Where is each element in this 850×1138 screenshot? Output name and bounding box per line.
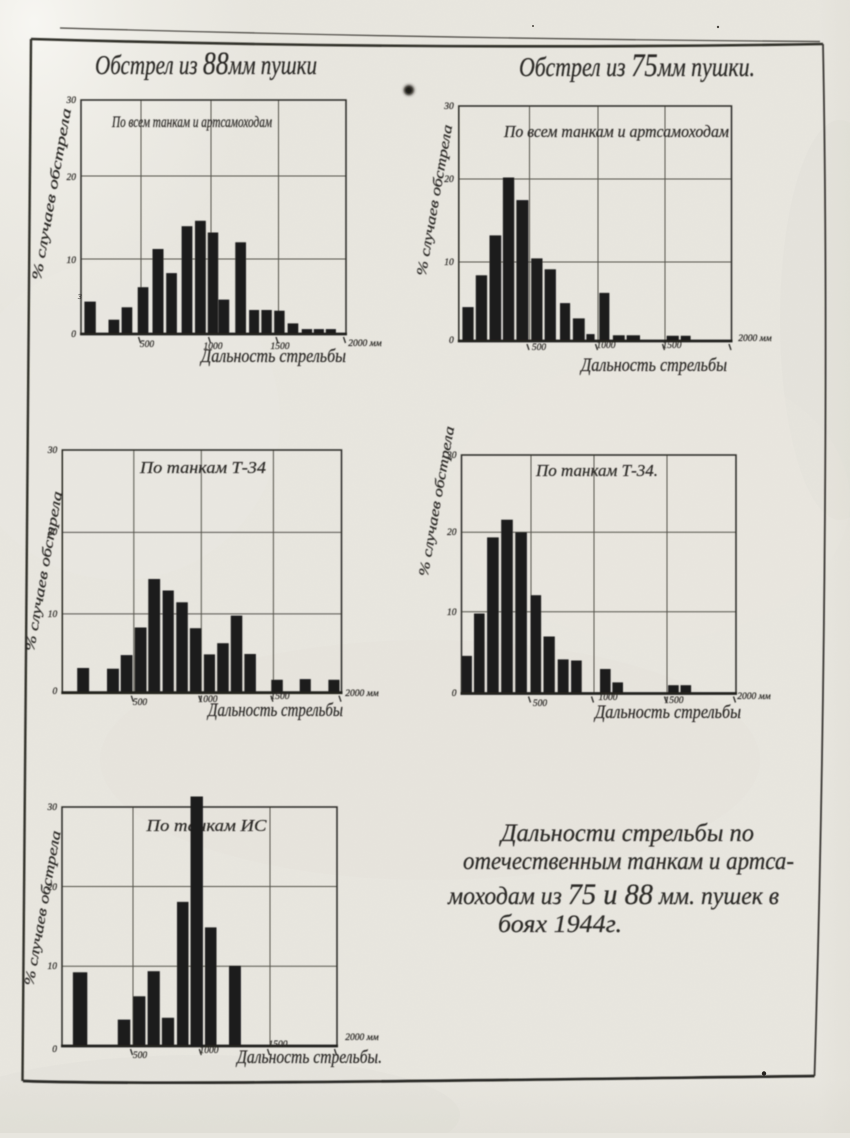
svg-text:20: 20 <box>67 173 77 183</box>
svg-text:1000: 1000 <box>204 342 223 352</box>
svg-text:10: 10 <box>444 258 454 268</box>
svg-text:1000: 1000 <box>597 341 616 351</box>
svg-text:0: 0 <box>452 689 457 699</box>
svg-text:0: 0 <box>449 336 454 346</box>
svg-text:1500: 1500 <box>663 341 682 351</box>
svg-text:500: 500 <box>533 699 548 709</box>
svg-text:Обстрел из 88мм пушки: Обстрел из 88мм пушки <box>95 46 317 82</box>
svg-text:30: 30 <box>443 102 454 112</box>
svg-text:500: 500 <box>133 1051 148 1061</box>
svg-text:отечественным танкам и артса-: отечественным танкам и артса- <box>463 848 794 875</box>
svg-text:20: 20 <box>444 175 454 185</box>
svg-text:Обстрел из 75мм пушки.: Обстрел из 75мм пушки. <box>519 48 755 84</box>
svg-text:2000 мм: 2000 мм <box>737 692 771 702</box>
svg-text:500: 500 <box>140 340 155 350</box>
svg-text:2000 мм: 2000 мм <box>348 339 382 349</box>
svg-text:1000: 1000 <box>599 693 618 703</box>
svg-text:Дальность стрельбы: Дальность стрельбы <box>579 355 727 376</box>
svg-text:500: 500 <box>133 698 148 708</box>
svg-text:Дальность стрельбы.: Дальность стрельбы. <box>235 1047 382 1068</box>
svg-text:Дальность стрельбы: Дальность стрельбы <box>199 346 346 367</box>
svg-text:з: з <box>77 291 82 302</box>
svg-text:1000: 1000 <box>200 1046 219 1056</box>
svg-text:боях 1944г.: боях 1944г. <box>498 911 622 938</box>
svg-text:1500: 1500 <box>269 1040 288 1050</box>
svg-text:10: 10 <box>67 256 77 266</box>
svg-text:По всем танкам и артсамоходам: По всем танкам и артсамоходам <box>111 114 272 131</box>
svg-text:Дальность стрельбы: Дальность стрельбы <box>206 700 343 721</box>
svg-text:2000 мм: 2000 мм <box>738 334 772 344</box>
svg-text:По танкам Т-34.: По танкам Т-34. <box>535 461 658 480</box>
svg-text:По танкам Т-34: По танкам Т-34 <box>139 458 267 477</box>
svg-text:1500: 1500 <box>271 342 290 352</box>
svg-text:10: 10 <box>48 610 58 620</box>
svg-text:2000 мм: 2000 мм <box>345 1033 379 1043</box>
svg-text:30: 30 <box>66 96 77 106</box>
svg-text:20: 20 <box>447 528 457 538</box>
svg-text:500: 500 <box>532 343 547 353</box>
svg-text:По всем танкам и артсамоходам: По всем танкам и артсамоходам <box>503 122 729 141</box>
svg-text:30: 30 <box>47 803 58 813</box>
svg-text:20: 20 <box>48 883 58 893</box>
svg-text:1500: 1500 <box>665 696 684 706</box>
svg-text:По танкам ИС: По танкам ИС <box>145 816 267 835</box>
svg-text:10: 10 <box>48 962 58 972</box>
svg-text:0: 0 <box>52 1045 57 1055</box>
svg-text:30: 30 <box>47 446 58 456</box>
svg-text:0: 0 <box>71 330 76 340</box>
svg-text:10: 10 <box>447 608 457 618</box>
svg-text:моходам из 75 и 88 мм. пушек в: моходам из 75 и 88 мм. пушек в <box>447 878 779 911</box>
svg-text:1500: 1500 <box>271 692 290 702</box>
svg-text:Дальности стрельбы по: Дальности стрельбы по <box>499 820 754 847</box>
svg-text:20: 20 <box>48 528 58 538</box>
svg-text:Дальность стрельбы: Дальность стрельбы <box>593 702 741 723</box>
svg-text:2000 мм: 2000 мм <box>345 689 379 699</box>
svg-text:0: 0 <box>53 687 58 697</box>
svg-text:30: 30 <box>446 451 457 461</box>
svg-text:1000: 1000 <box>199 695 218 705</box>
